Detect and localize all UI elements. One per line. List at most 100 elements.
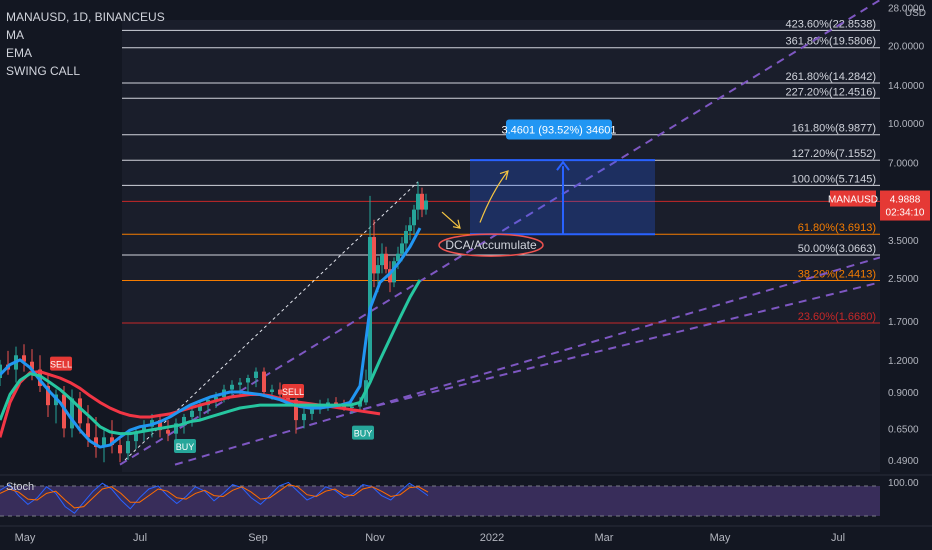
candle-body bbox=[134, 431, 138, 442]
annotation[interactable]: DCA/Accumulate bbox=[438, 170, 544, 257]
candle-body bbox=[0, 364, 2, 379]
candle-body bbox=[126, 441, 130, 454]
candle-body bbox=[22, 355, 26, 362]
candle-body bbox=[190, 410, 194, 417]
candle-body bbox=[262, 371, 266, 393]
time-axis[interactable]: May Jul Sep Nov 2022 Mar May Jul bbox=[0, 525, 932, 544]
candle-body bbox=[420, 193, 424, 210]
candle-body bbox=[294, 399, 298, 421]
measure-label: 3.4601 (93.52%) 34601 bbox=[502, 125, 617, 137]
buy-marker-bg bbox=[352, 425, 374, 440]
y-tick-label: 2.5000 bbox=[888, 274, 919, 285]
candle-body bbox=[278, 389, 282, 395]
y-tick-label: 14.0000 bbox=[888, 81, 925, 92]
candle-body bbox=[358, 402, 362, 407]
price-range-measure[interactable]: 3.4601 (93.52%) 34601 bbox=[470, 119, 655, 236]
price-axis[interactable]: 28.0000 20.0000 14.0000 10.0000 7.0000 3.5000… bbox=[828, 0, 932, 550]
x-tick-label: Nov bbox=[365, 532, 385, 544]
candle-body bbox=[70, 398, 74, 429]
candle-body bbox=[158, 420, 162, 431]
candle-body bbox=[214, 397, 218, 400]
candle-body bbox=[416, 193, 420, 210]
measure-label-bg bbox=[506, 119, 612, 140]
candle-body bbox=[166, 430, 170, 434]
fib-level-label: 161.80%(8.9877) bbox=[792, 123, 876, 135]
signal-markers: SELL SELL BUY BUY bbox=[50, 356, 374, 454]
symbol-badge-bg bbox=[830, 190, 876, 207]
fib-level-label: 100.00%(5.7145) bbox=[792, 173, 876, 185]
buy-marker: BUY bbox=[354, 429, 373, 439]
candle-body bbox=[62, 394, 66, 429]
candle-body bbox=[270, 389, 274, 393]
stoch-line-k bbox=[0, 481, 429, 514]
indicator-swing-label[interactable]: SWING CALL bbox=[6, 64, 81, 78]
x-tick-label: Jul bbox=[831, 532, 845, 544]
fib-level-label: 23.60%(1.6680) bbox=[798, 311, 876, 323]
candle-body bbox=[424, 200, 428, 210]
fib-level-label: 61.80%(3.6913) bbox=[798, 222, 876, 234]
fib-level-label: 361.80%(19.5806) bbox=[785, 36, 876, 48]
candle-body bbox=[30, 361, 34, 370]
x-tick-label: Sep bbox=[248, 532, 268, 544]
price-badge-bg bbox=[880, 190, 930, 221]
fib-level-label: 227.20%(12.4516) bbox=[785, 86, 876, 98]
candle-body bbox=[310, 409, 314, 414]
stoch-label: Stoch bbox=[6, 481, 34, 493]
candle-body bbox=[38, 369, 42, 386]
symbol-badge: MANAUSD bbox=[828, 195, 878, 206]
candle-body bbox=[372, 237, 376, 274]
candle-body bbox=[182, 416, 186, 424]
symbol-title[interactable]: MANAUSD, 1D, BINANCEUS bbox=[6, 10, 165, 24]
candle-body bbox=[78, 398, 82, 424]
candle-body bbox=[198, 405, 202, 411]
series-line-swing-call bbox=[0, 279, 422, 436]
countdown: 02:34:10 bbox=[886, 208, 925, 219]
trend-line bbox=[174, 256, 881, 466]
indicator-lines bbox=[0, 227, 422, 449]
candle-body bbox=[118, 445, 122, 454]
chart-legend: MANAUSD, 1D, BINANCEUS MA EMA SWING CALL bbox=[6, 8, 165, 80]
candle-body bbox=[102, 437, 106, 448]
candle-body bbox=[110, 437, 114, 446]
candle-body bbox=[350, 406, 354, 408]
candle-body bbox=[254, 371, 258, 379]
y-tick-label: 1.7000 bbox=[888, 317, 919, 328]
candle-body bbox=[230, 384, 234, 390]
candle-body bbox=[400, 243, 404, 254]
candle-body bbox=[384, 253, 388, 270]
indicator-ema-label[interactable]: EMA bbox=[6, 46, 33, 60]
x-tick-label: May bbox=[710, 532, 731, 544]
candle-body bbox=[380, 253, 384, 266]
trend-line bbox=[119, 0, 881, 466]
y-tick-label: 10.0000 bbox=[888, 119, 925, 130]
currency-unit[interactable]: USD bbox=[904, 8, 926, 19]
measure-arrow-head bbox=[556, 160, 570, 171]
candle-body bbox=[408, 225, 412, 231]
sell-marker-bg bbox=[282, 384, 304, 399]
fib-level-label: 38.20%(2.4413) bbox=[798, 268, 876, 280]
sell-marker: SELL bbox=[282, 387, 304, 397]
candle-body bbox=[94, 437, 98, 448]
candle-body bbox=[302, 413, 306, 421]
candle-body bbox=[86, 423, 90, 438]
y-tick-label: 0.9000 bbox=[888, 388, 919, 399]
x-tick-label: 2022 bbox=[480, 532, 504, 544]
annotation-text: DCA/Accumulate bbox=[445, 238, 537, 252]
y-tick-label: 0.4900 bbox=[888, 456, 919, 467]
plot-area bbox=[122, 20, 880, 472]
sell-marker: SELL bbox=[50, 360, 72, 370]
fib-level-label: 50.00%(3.0663) bbox=[798, 243, 876, 255]
buy-marker: BUY bbox=[176, 442, 195, 452]
x-tick-label: Mar bbox=[595, 532, 614, 544]
up-arrow-head bbox=[499, 170, 509, 181]
candle-body bbox=[246, 378, 250, 383]
fib-level-label: 127.20%(7.1552) bbox=[792, 148, 876, 160]
y-tick-label: 0.6500 bbox=[888, 424, 919, 435]
fib-level-label: 261.80%(14.2842) bbox=[785, 71, 876, 83]
sell-marker-bg bbox=[50, 356, 72, 371]
stoch-band bbox=[0, 486, 880, 516]
indicator-ma-label[interactable]: MA bbox=[6, 28, 24, 42]
stoch-pane: Stoch 100.00 bbox=[0, 474, 932, 517]
trend-line bbox=[349, 281, 881, 414]
